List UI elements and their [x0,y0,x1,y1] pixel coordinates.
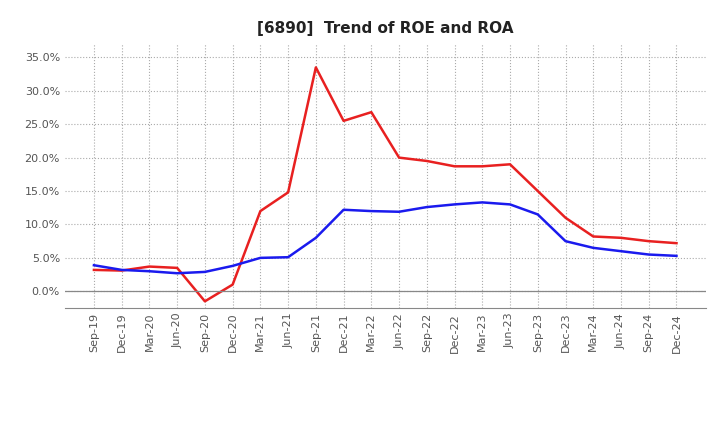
Title: [6890]  Trend of ROE and ROA: [6890] Trend of ROE and ROA [257,21,513,36]
